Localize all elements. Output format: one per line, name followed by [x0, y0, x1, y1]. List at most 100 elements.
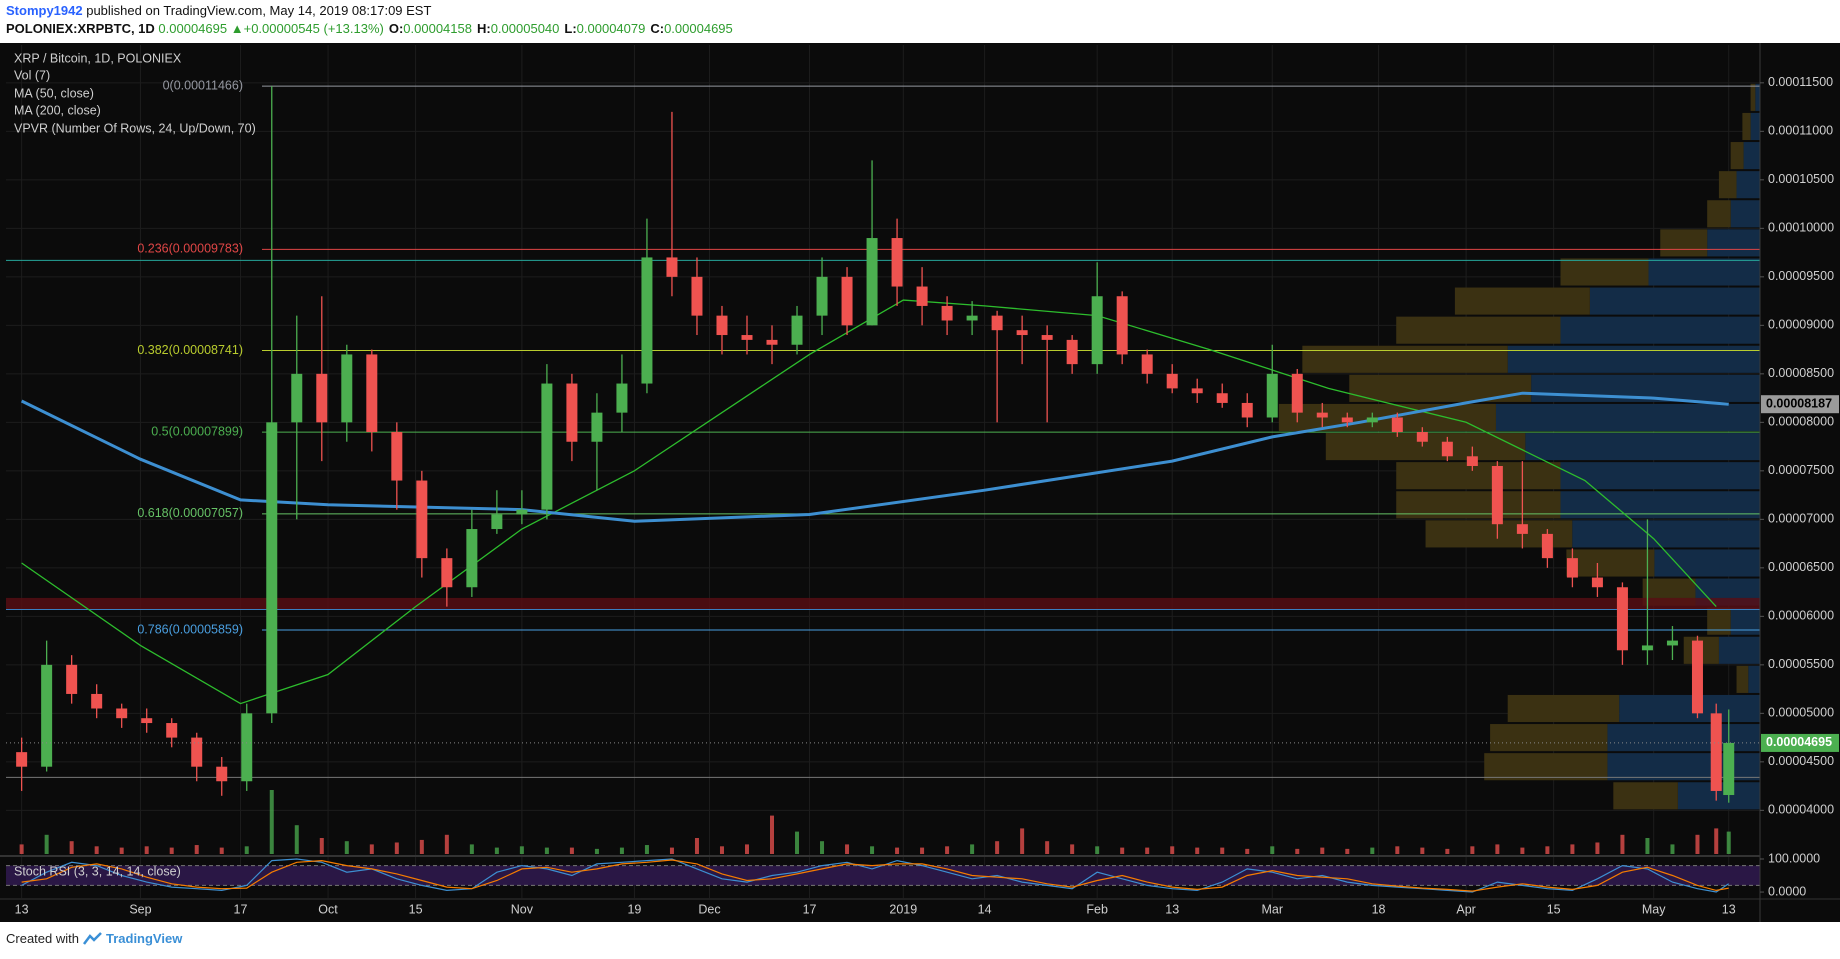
y-tick-label: 0.00011500: [1768, 75, 1833, 89]
x-tick-label: 13: [1722, 902, 1736, 916]
legend-volume: Vol (7): [14, 68, 50, 82]
candle-body: [541, 383, 553, 510]
main-layer: 0(0.00011466) 0.236(0.00009783) 0.382(0.00…: [6, 78, 1760, 893]
x-tick-label: Oct: [318, 902, 338, 916]
legend: XRP / Bitcoin, 1D, POLONIEX Vol (7) MA (…: [14, 51, 256, 878]
vpvr-up: [1560, 316, 1760, 344]
ohlc-value: 0.00005040: [490, 21, 560, 36]
candle-body: [766, 339, 778, 345]
candle-body: [966, 315, 978, 321]
volume-bar: [1145, 847, 1150, 854]
volume-bar: [1045, 841, 1050, 854]
volume-bar: [1320, 847, 1325, 854]
candle-body: [1291, 373, 1303, 413]
y-tick-label: 0.00006500: [1768, 560, 1834, 574]
candle-body: [1041, 335, 1053, 340]
candle-body: [1441, 441, 1453, 457]
fib-label: 0(0.00011466): [163, 78, 243, 92]
candle-body: [566, 383, 578, 442]
candle-body: [991, 315, 1003, 331]
candle-body: [116, 708, 128, 719]
ohlc-label: L:: [564, 21, 577, 36]
footer-brand[interactable]: TradingView: [105, 931, 183, 946]
volume-bar: [1020, 828, 1025, 854]
legend-vpvr: VPVR (Number Of Rows, 24, Up/Down, 70): [14, 121, 256, 135]
vpvr-down: [1750, 83, 1756, 111]
x-tick-label: Feb: [1086, 902, 1108, 916]
fib-label: 0.786(0.00005859): [137, 622, 243, 636]
candle-body: [1710, 713, 1722, 791]
candle-body: [641, 257, 653, 384]
volume-bar: [519, 846, 524, 854]
candle-body: [1316, 412, 1328, 418]
x-tick-label: Sep: [129, 902, 151, 916]
volume-bar: [294, 825, 299, 854]
x-tick-label: Apr: [1456, 902, 1475, 916]
stoch-line: [21, 859, 1729, 892]
legend-ma200: MA (200, close): [14, 103, 101, 117]
candle-body: [1091, 296, 1103, 365]
ohlc-label: H:: [476, 21, 491, 36]
vpvr-down: [1718, 171, 1737, 199]
volume-bar: [169, 847, 174, 854]
y-tick-label: 0.00011000: [1768, 124, 1833, 138]
ohlc-label: C:: [650, 21, 665, 36]
vpvr-up: [1525, 433, 1760, 461]
volume-bar: [19, 844, 24, 854]
volume-bar: [945, 846, 950, 854]
volume-bar: [1520, 847, 1525, 854]
candle-body: [266, 422, 278, 714]
volume-bar: [1070, 844, 1075, 854]
candle-body: [441, 558, 453, 588]
volume-bar: [970, 844, 975, 854]
x-tick-label: Nov: [511, 902, 534, 916]
y-tick-label: 0.00004000: [1768, 803, 1834, 817]
price-change: +0.00000545 (+13.13%): [243, 21, 384, 36]
change-arrow: ▲: [230, 21, 244, 36]
vpvr-up: [1730, 200, 1760, 228]
candle-body: [191, 737, 203, 767]
vpvr-down: [1396, 462, 1561, 490]
volume-bar: [1470, 846, 1475, 854]
volume-bar: [1645, 838, 1650, 854]
candle-body: [516, 509, 528, 515]
candle-body: [841, 276, 853, 326]
candle-body: [616, 383, 628, 413]
stoch-band: [6, 865, 1760, 886]
candle-body: [91, 693, 103, 709]
volume-bar: [419, 839, 424, 854]
x-tick-label: 2019: [889, 902, 917, 916]
candle-body: [1016, 330, 1028, 336]
volume-bar: [1495, 844, 1500, 854]
candle-body: [891, 238, 903, 287]
candle-body: [491, 514, 503, 530]
volume-bar: [1395, 846, 1400, 854]
vpvr-down: [1560, 258, 1649, 286]
vpvr-down: [1707, 200, 1731, 228]
vpvr-up: [1619, 694, 1760, 723]
fib-label: 0.236(0.00009783): [137, 242, 243, 256]
x-tick-label: 17: [803, 902, 817, 916]
vpvr-down: [1660, 229, 1708, 257]
volume-bar: [544, 847, 549, 854]
vpvr-up: [1560, 462, 1760, 490]
symbol: POLONIEX:XRPBTC, 1D: [6, 21, 155, 36]
volume-bar: [845, 844, 850, 854]
volume-bar: [219, 847, 224, 854]
volume-bar: [69, 841, 74, 854]
ohlc-label: O:: [388, 21, 404, 36]
candle-body: [716, 315, 728, 336]
y-tick-label: 0.00010500: [1768, 172, 1834, 186]
volume-bar: [895, 847, 900, 854]
candle-body: [341, 354, 353, 423]
candle-body: [1516, 524, 1528, 534]
x-tick-label: 17: [234, 902, 248, 916]
vpvr-down: [1736, 665, 1749, 693]
candle-body: [366, 354, 378, 433]
stoch-tick-label: 0.0000: [1768, 884, 1806, 898]
volume-bar: [1195, 847, 1200, 854]
author[interactable]: Stompy1942: [6, 3, 83, 18]
volume-bar: [594, 848, 599, 854]
candle-body: [1491, 465, 1503, 525]
